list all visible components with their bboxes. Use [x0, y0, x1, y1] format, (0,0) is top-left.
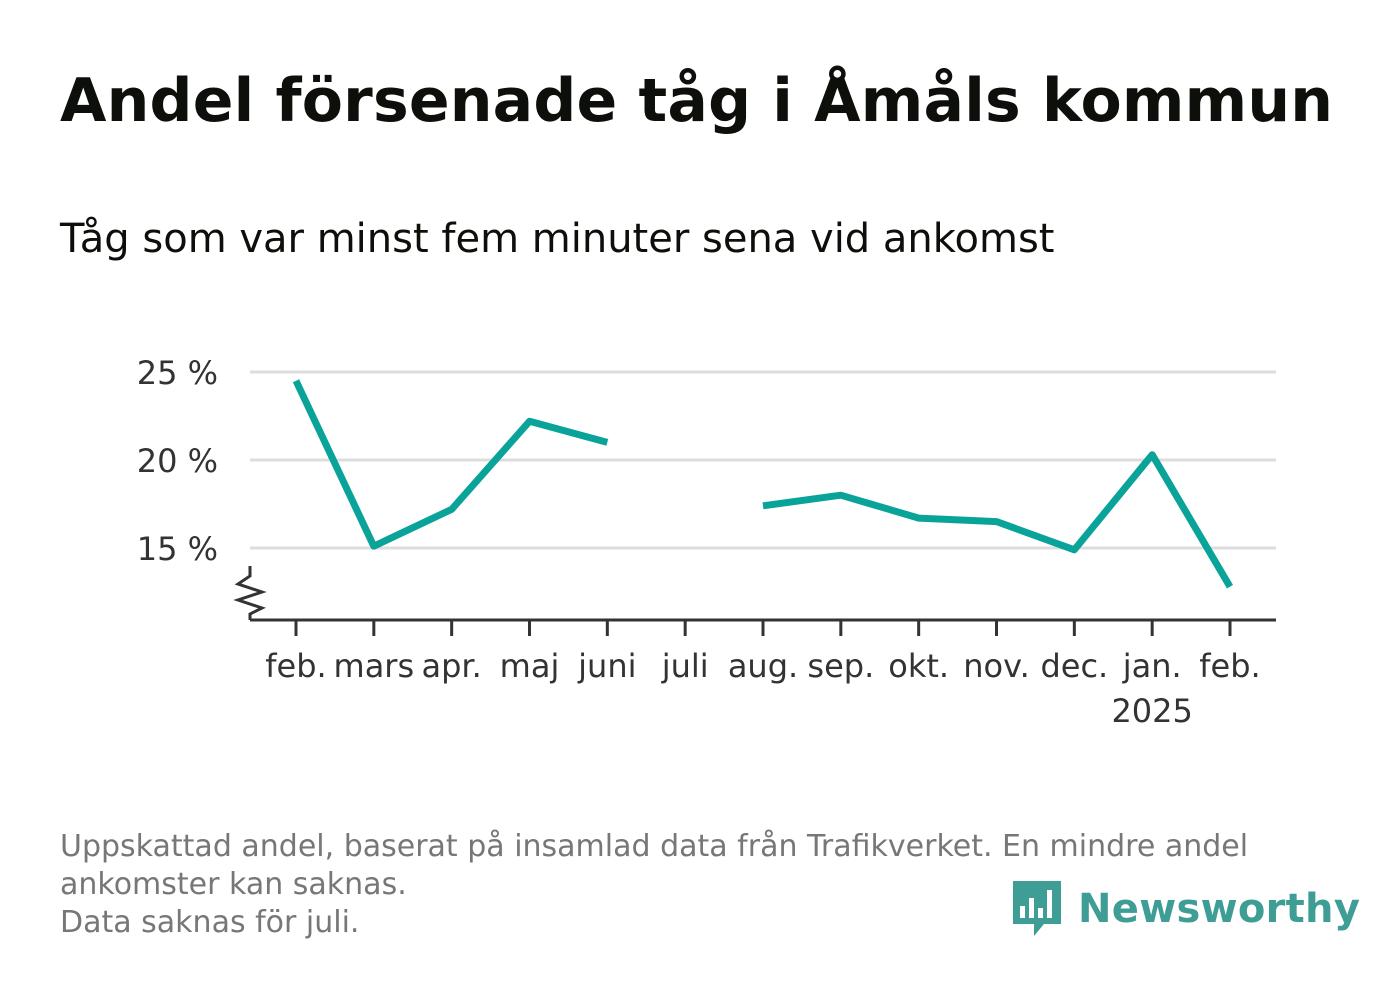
x-tick-label-10: dec.	[1040, 647, 1108, 685]
x-tick-label-6: aug.	[728, 647, 798, 685]
x-tick-label-4: juni	[577, 647, 636, 685]
bar-chart-speech-bubble-icon	[1013, 881, 1061, 936]
x-tick-label-11: jan.	[1122, 647, 1182, 685]
x-axis	[250, 618, 1276, 636]
y-tick-label-20: 20 %	[137, 442, 218, 480]
x-tick-label-7: sep.	[807, 647, 874, 685]
gridlines	[250, 370, 1276, 550]
series-line-segment-2	[762, 451, 1234, 589]
y-axis-tick-labels: 15 % 20 % 25 %	[137, 354, 218, 568]
x-axis-tick-labels: feb. mars apr. maj juni juli aug. sep. okt. nov. d…	[265, 647, 1260, 730]
x-tick-label-8: okt.	[888, 647, 949, 685]
x-tick-label-1: mars	[334, 647, 415, 685]
brand-logo: Newsworthy	[1010, 878, 1360, 940]
chart-title: Andel försenade tåg i Åmåls kommun	[60, 66, 1334, 136]
x-year-label: 2025	[1111, 692, 1192, 730]
series-line-segment-1	[292, 379, 609, 550]
x-tick-label-5: juli	[661, 647, 709, 685]
chart-subtitle: Tåg som var minst fem minuter sena vid a…	[60, 216, 1055, 262]
y-tick-label-15: 15 %	[137, 530, 218, 568]
y-tick-label-25: 25 %	[137, 354, 218, 392]
axis-break-icon	[233, 566, 267, 620]
x-tick-label-12: feb.	[1199, 647, 1260, 685]
series-lines	[292, 379, 1234, 589]
footnote-line-3: Data saknas för juli.	[60, 905, 360, 940]
footnote: Uppskattad andel, baserat på insamlad da…	[60, 828, 1320, 942]
x-tick-label-0: feb.	[265, 647, 326, 685]
footnote-line-1: Uppskattad andel, baserat på insamlad da…	[60, 829, 1249, 864]
footnote-line-2: ankomster kan saknas.	[60, 867, 407, 902]
x-tick-label-3: maj	[500, 647, 560, 685]
brand-name: Newsworthy	[1078, 886, 1361, 932]
x-tick-label-9: nov.	[963, 647, 1029, 685]
x-tick-label-2: apr.	[422, 647, 482, 685]
